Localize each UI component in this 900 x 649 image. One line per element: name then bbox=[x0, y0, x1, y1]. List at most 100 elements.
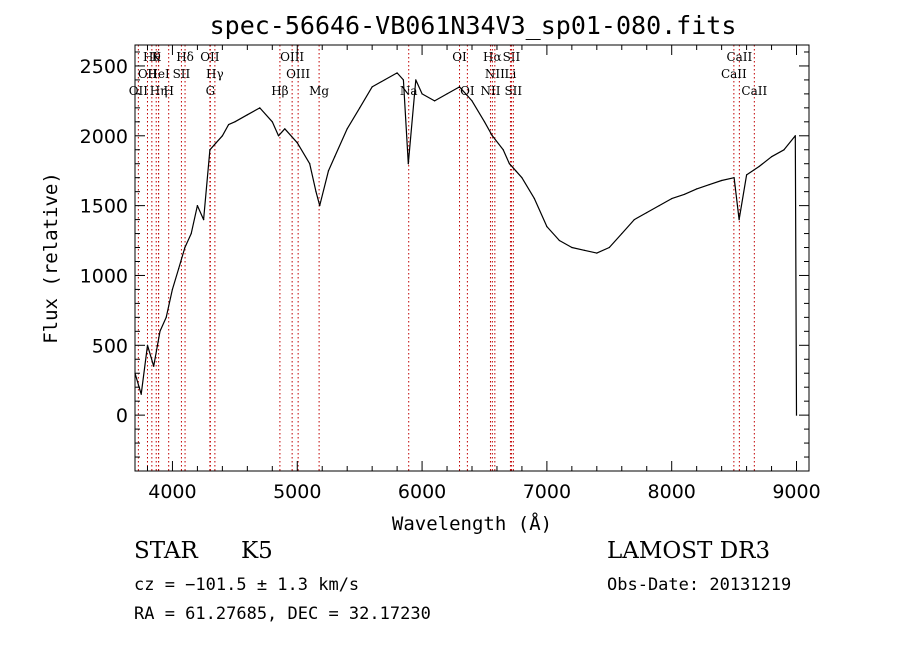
data-point-0-25 bbox=[319, 205, 321, 207]
data-point-0-69 bbox=[794, 135, 796, 137]
data-point-0-47 bbox=[533, 198, 536, 200]
data-point-0-68 bbox=[783, 149, 785, 151]
data-point-0-30 bbox=[371, 86, 373, 88]
x-axis: 4000 5000 6000 7000 8000 9000 bbox=[146, 45, 821, 503]
data-point-0-32 bbox=[396, 72, 398, 74]
data-point-0-26 bbox=[327, 170, 330, 172]
y-axis-label: Flux (relative) bbox=[40, 172, 62, 344]
data-point-0-14 bbox=[221, 135, 223, 137]
line-label-9: OII bbox=[138, 67, 158, 81]
line-label-4: OIII bbox=[280, 50, 304, 64]
redshift-cz: cz = −101.5 ± 1.3 km/s bbox=[134, 575, 360, 595]
data-point-0-28 bbox=[346, 128, 348, 130]
data-point-0-60 bbox=[696, 188, 698, 190]
data-point-0-22 bbox=[296, 142, 298, 144]
data-point-0-5 bbox=[165, 316, 167, 318]
y-axis: 0 500 1000 1500 2000 2500 bbox=[80, 51, 809, 458]
line-label-17: OII bbox=[129, 84, 149, 98]
data-point-0-66 bbox=[758, 165, 760, 168]
data-point-0-70 bbox=[795, 414, 798, 416]
line-label-25: NII bbox=[480, 84, 500, 98]
data-point-0-41 bbox=[483, 121, 486, 123]
data-point-0-40 bbox=[471, 100, 473, 102]
data-point-0-36 bbox=[421, 93, 423, 95]
data-point-0-35 bbox=[415, 79, 417, 81]
plot-frame bbox=[134, 44, 810, 472]
line-label-16: CaII bbox=[721, 67, 747, 81]
line-label-14: NII bbox=[485, 67, 505, 81]
data-point-0-20 bbox=[277, 135, 280, 137]
line-label-1: K bbox=[152, 50, 162, 64]
data-point-0-50 bbox=[571, 246, 573, 249]
data-point-0-10 bbox=[196, 205, 199, 207]
line-label-5: OI bbox=[452, 50, 467, 64]
data-point-0-38 bbox=[446, 93, 448, 95]
data-point-0-57 bbox=[658, 205, 660, 207]
x-tick-label-1: 5000 bbox=[273, 481, 321, 503]
line-label-18: Hη bbox=[150, 84, 168, 98]
x-axis-label: Wavelength (Å) bbox=[392, 512, 552, 535]
data-point-0-51 bbox=[583, 249, 585, 251]
data-point-0-53 bbox=[608, 246, 610, 249]
data-point-0-39 bbox=[458, 86, 461, 88]
data-point-0-65 bbox=[745, 174, 748, 176]
line-label-15: Li bbox=[505, 67, 517, 81]
chart-title: spec-56646-VB061N34V3_sp01-080.fits bbox=[210, 11, 737, 40]
data-point-0-49 bbox=[558, 239, 560, 242]
data-point-0-21 bbox=[284, 128, 286, 130]
series-line-0 bbox=[134, 72, 798, 416]
line-label-8: CaII bbox=[726, 50, 752, 64]
spectral-line-markers: HθKHδOIIOIIIOIHαSIICaIIOIIHeISIIHγOIIINI… bbox=[129, 45, 767, 471]
line-label-13: OIII bbox=[286, 67, 310, 81]
y-tick-label-1: 500 bbox=[92, 335, 128, 357]
data-point-0-31 bbox=[384, 79, 386, 81]
data-point-0-11 bbox=[203, 218, 205, 221]
line-label-27: CaII bbox=[741, 84, 767, 98]
line-label-24: OI bbox=[460, 84, 475, 98]
data-point-0-27 bbox=[334, 156, 336, 158]
data-point-0-55 bbox=[633, 218, 635, 221]
line-label-2: Hδ bbox=[176, 50, 194, 64]
y-tick-label-0: 0 bbox=[116, 405, 128, 427]
data-point-0-1 bbox=[140, 393, 142, 395]
data-point-0-46 bbox=[521, 177, 523, 179]
data-point-0-45 bbox=[515, 170, 517, 172]
data-point-0-54 bbox=[621, 232, 623, 235]
data-point-0-15 bbox=[228, 124, 230, 126]
data-point-0-48 bbox=[546, 225, 548, 228]
data-point-0-4 bbox=[159, 330, 161, 332]
data-point-0-42 bbox=[491, 135, 493, 137]
data-point-0-52 bbox=[596, 252, 598, 254]
series-group bbox=[134, 72, 798, 416]
line-label-7: SII bbox=[503, 50, 521, 64]
line-label-21: Hβ bbox=[271, 84, 288, 98]
observation-date: Obs-Date: 20131219 bbox=[607, 575, 792, 595]
data-point-0-67 bbox=[770, 156, 773, 158]
data-point-0-43 bbox=[502, 149, 504, 151]
data-point-0-62 bbox=[721, 179, 723, 182]
data-point-0-3 bbox=[153, 365, 155, 367]
line-label-20: G bbox=[206, 84, 216, 98]
data-point-0-33 bbox=[402, 79, 404, 81]
x-tick-label-3: 7000 bbox=[523, 481, 571, 503]
x-tick-label-2: 6000 bbox=[398, 481, 446, 503]
data-point-0-24 bbox=[315, 191, 317, 193]
data-point-0-23 bbox=[309, 163, 311, 165]
data-point-0-12 bbox=[209, 149, 211, 151]
data-point-0-37 bbox=[433, 100, 436, 102]
data-point-0-63 bbox=[733, 177, 735, 179]
data-point-0-56 bbox=[646, 212, 648, 214]
line-label-6: Hα bbox=[483, 50, 502, 64]
data-point-0-6 bbox=[171, 288, 174, 291]
data-point-0-13 bbox=[215, 142, 217, 144]
data-point-0-59 bbox=[683, 193, 685, 196]
object-class: STAR bbox=[134, 538, 198, 564]
data-point-0-9 bbox=[190, 232, 192, 235]
object-subclass: K5 bbox=[241, 538, 273, 564]
data-point-0-29 bbox=[359, 107, 361, 109]
line-label-19: H bbox=[163, 84, 173, 98]
data-point-0-2 bbox=[146, 344, 149, 346]
x-tick-label-0: 4000 bbox=[148, 481, 196, 503]
x-tick-label-5: 9000 bbox=[772, 481, 820, 503]
data-point-0-61 bbox=[708, 184, 710, 186]
